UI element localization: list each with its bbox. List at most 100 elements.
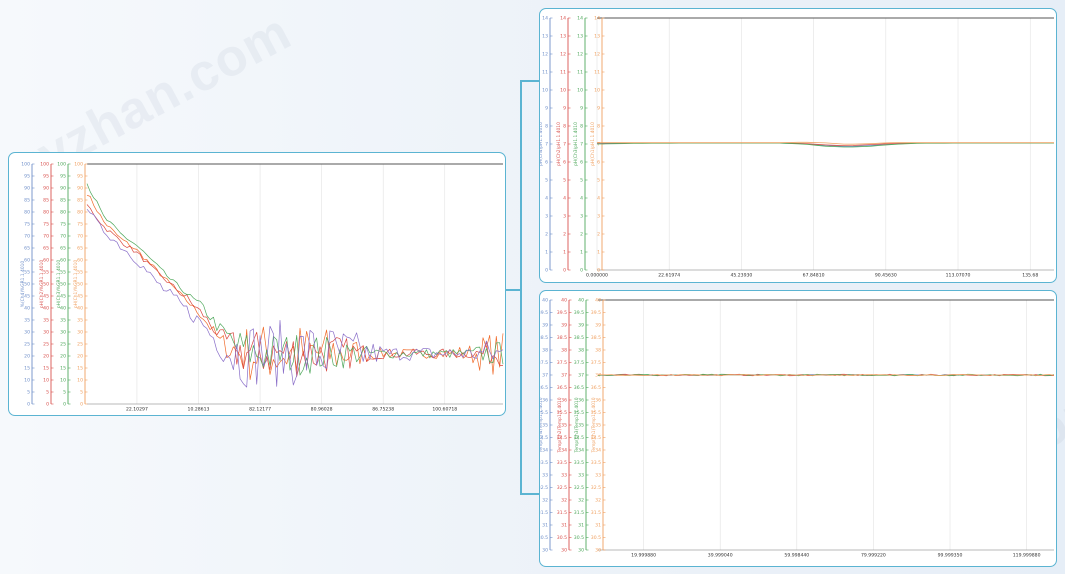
y-tick-label: 39 (542, 323, 548, 329)
y-tick-label: 20 (43, 354, 49, 360)
x-tick-label: 67.84810 (803, 273, 825, 279)
chart-temperature-svg: 40 39.5 39 38.5 38 37.5 37 36.5 36 35.5 35 34.5 34 33… (540, 298, 1055, 559)
y-tick-label: 39.5 (540, 310, 548, 316)
y-tick-label: 10 (77, 378, 83, 384)
y-tick-label: 30 (60, 330, 66, 336)
y-tick-label: 0 (597, 268, 600, 274)
y-tick-label: 11 (594, 70, 600, 76)
y-tick-label: 10 (60, 378, 66, 384)
y-tick-label: 50 (24, 282, 30, 288)
y-tick-label: 34.5 (574, 435, 584, 441)
y-tick-label: 80 (77, 210, 83, 216)
y-tick-label: 32 (561, 498, 567, 504)
y-tick-label: 38 (542, 348, 548, 354)
y-tick-label: 70 (43, 234, 49, 240)
y-tick-label: 2 (580, 232, 583, 238)
y-tick-label: 6 (580, 160, 583, 166)
x-tick-label: 19.999880 (631, 553, 656, 559)
y-tick-label: 37 (561, 373, 567, 379)
y-tick-label: 0 (63, 402, 66, 408)
y-tick-label: 12 (560, 52, 566, 58)
x-tick-label: 79.999220 (861, 553, 886, 559)
y-axis-label: Temp(Ch1)Temp1.1.4010 (591, 397, 597, 453)
series-line-3 (598, 374, 1055, 376)
y-tick-label: 40 (24, 306, 30, 312)
y-axis-label: %(Ch4)%GR1.1.4010 (20, 261, 26, 308)
y-tick-label: 32.5 (557, 485, 567, 491)
y-tick-label: 35.5 (540, 410, 548, 416)
y-tick-label: 2 (597, 232, 600, 238)
y-tick-label: 30.5 (574, 535, 584, 541)
connector-horizontal (504, 289, 521, 291)
y-axis-label: pH(Ch4)pH1.1.4010 (540, 122, 544, 166)
connector-vertical (520, 80, 522, 493)
y-tick-label: 34 (561, 448, 567, 454)
x-tick-label: 99.999350 (938, 553, 963, 559)
series-line-2 (86, 183, 504, 376)
chart-1-layer: 14131211109876543210pH(Ch4)pH1.1.4010141… (540, 16, 1054, 279)
y-tick-label: 80 (43, 210, 49, 216)
y-tick-label: 40 (542, 298, 548, 304)
y-tick-label: 13 (560, 34, 566, 40)
y-tick-label: 10 (577, 88, 583, 94)
y-tick-label: 7 (563, 142, 566, 148)
y-tick-label: 1 (580, 250, 583, 256)
y-tick-label: 100 (40, 162, 49, 168)
y-tick-label: 25 (24, 342, 30, 348)
y-axis-label: Temp(Ch4)Temp1.1.4010 (540, 397, 544, 453)
x-tick-label: 82.12177 (249, 407, 271, 413)
y-tick-label: 35.5 (557, 410, 567, 416)
y-tick-label: 2 (563, 232, 566, 238)
y-tick-label: 33 (578, 473, 584, 479)
y-tick-label: 36 (542, 398, 548, 404)
x-tick-label: 80.96028 (311, 407, 333, 413)
y-tick-label: 95 (77, 174, 83, 180)
y-tick-label: 35 (595, 423, 601, 429)
y-tick-label: 8 (563, 124, 566, 130)
y-tick-label: 0 (80, 402, 83, 408)
y-tick-label: 30.5 (557, 535, 567, 541)
y-tick-label: 38 (595, 348, 601, 354)
y-tick-label: 31.5 (540, 510, 548, 516)
x-tick-label: 0.000000 (586, 273, 608, 279)
x-tick-label: 22.61974 (658, 273, 680, 279)
y-tick-label: 35.5 (591, 410, 601, 416)
y-tick-label: 34.5 (540, 435, 548, 441)
y-tick-label: 5 (563, 178, 566, 184)
y-tick-label: 35 (60, 318, 66, 324)
y-tick-label: 2 (545, 232, 548, 238)
y-tick-label: 30 (542, 548, 548, 554)
y-tick-label: 40 (561, 298, 567, 304)
y-tick-label: 40 (578, 298, 584, 304)
y-tick-label: 12 (577, 52, 583, 58)
y-tick-label: 31.5 (591, 510, 601, 516)
y-tick-label: 35 (578, 423, 584, 429)
y-tick-label: 31 (561, 523, 567, 529)
y-tick-label: 37 (542, 373, 548, 379)
y-tick-label: 37.5 (557, 360, 567, 366)
y-tick-label: 100 (57, 162, 66, 168)
y-tick-label: 30 (578, 548, 584, 554)
y-tick-label: 55 (77, 270, 83, 276)
chart-panel-ph: 14 13 12 11 10 9 8 7 6 5 4 3 2 1 0 pH(Ch4)pH1.1.4010 14 1… (539, 8, 1057, 283)
connector-bottom-branch (520, 493, 539, 495)
y-tick-label: 45 (24, 294, 30, 300)
y-tick-label: 45 (60, 294, 66, 300)
y-tick-label: 36.5 (557, 385, 567, 391)
y-tick-label: 7 (597, 142, 600, 148)
y-tick-label: 13 (542, 34, 548, 40)
chart-0-layer: 1009590858075706560555045403530252015105… (20, 162, 504, 413)
y-tick-label: 32 (595, 498, 601, 504)
y-tick-label: 90 (43, 186, 49, 192)
y-tick-label: 3 (597, 214, 600, 220)
y-tick-label: 12 (542, 52, 548, 58)
y-tick-label: 80 (24, 210, 30, 216)
y-tick-label: 40 (77, 306, 83, 312)
y-tick-label: 3 (563, 214, 566, 220)
y-tick-label: 85 (77, 198, 83, 204)
y-tick-label: 34 (595, 448, 601, 454)
y-tick-label: 75 (77, 222, 83, 228)
y-tick-label: 25 (43, 342, 49, 348)
series-line-0 (86, 208, 504, 388)
y-tick-label: 38.5 (574, 335, 584, 341)
